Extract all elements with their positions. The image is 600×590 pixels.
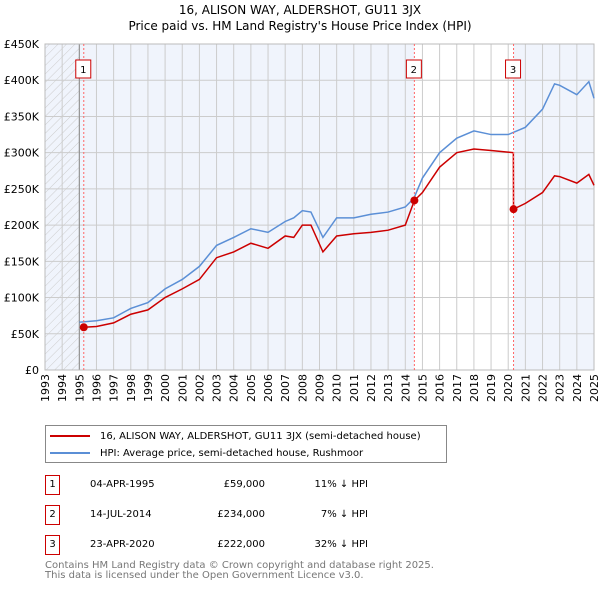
sale-label-box	[75, 59, 92, 79]
x-tick-label: 2022	[537, 374, 550, 402]
legend-item-property: 16, ALISON WAY, ALDERSHOT, GU11 3JX (sem…	[50, 428, 421, 444]
x-tick-label: 2010	[331, 374, 344, 402]
x-tick-label: 2017	[451, 374, 464, 402]
price-chart: 16, ALISON WAY, ALDERSHOT, GU11 3JX Pric…	[4, 3, 600, 402]
y-tick-label: £300K	[4, 147, 40, 160]
legend: 16, ALISON WAY, ALDERSHOT, GU11 3JX (sem…	[45, 425, 447, 463]
sale-date: 04-APR-1995	[90, 479, 155, 490]
x-tick-label: 2020	[502, 374, 515, 402]
x-tick-label: 2018	[468, 374, 481, 402]
x-tick-label: 2011	[348, 374, 361, 402]
x-tick-label: 2021	[519, 374, 532, 402]
x-tick-label: 2006	[262, 374, 275, 402]
sale-number: 2	[45, 505, 60, 525]
footer: Contains HM Land Registry data © Crown c…	[45, 561, 434, 581]
footer-line: This data is licensed under the Open Gov…	[45, 570, 364, 581]
x-tick-label: 2024	[571, 374, 584, 402]
sale-number: 1	[45, 475, 60, 495]
x-tick-label: 1998	[125, 374, 138, 402]
x-tick-label: 1999	[142, 374, 155, 402]
sale-price: £222,000	[217, 539, 265, 550]
y-tick-label: £400K	[4, 74, 40, 87]
x-tick-label: 2015	[416, 374, 429, 402]
sale-price: £234,000	[217, 509, 265, 520]
sale-label: 1	[80, 65, 86, 76]
x-tick-label: 1997	[108, 374, 121, 402]
x-tick-label: 2008	[296, 374, 309, 402]
y-tick-label: £350K	[4, 110, 40, 123]
x-tick-label: 1993	[39, 374, 52, 402]
sale-row: 1 04-APR-1995 £59,000 11% ↓ HPI	[45, 475, 445, 495]
y-tick-label: £150K	[4, 255, 40, 268]
legend-label: HPI: Average price, semi-detached house,…	[100, 447, 364, 459]
sale-hpi-diff: 11% ↓ HPI	[314, 479, 368, 490]
x-tick-label: 2025	[588, 374, 600, 402]
sale-label-box	[405, 59, 422, 79]
period-band	[414, 44, 514, 370]
sale-row: 2 14-JUL-2014 £234,000 7% ↓ HPI	[45, 505, 445, 525]
plot-border	[44, 43, 595, 371]
x-tick-label: 2013	[382, 374, 395, 402]
x-tick-label: 2012	[365, 374, 378, 402]
sale-hpi-diff: 7% ↓ HPI	[320, 509, 368, 520]
x-tick-label: 2001	[176, 374, 189, 402]
y-tick-label: £450K	[4, 38, 40, 51]
sale-label: 2	[411, 65, 417, 76]
sale-date: 23-APR-2020	[90, 539, 155, 550]
chart-subtitle: Price paid vs. HM Land Registry's House …	[128, 19, 471, 33]
x-tick-label: 1994	[56, 374, 69, 402]
x-tick-label: 2002	[193, 374, 206, 402]
y-tick-label: £250K	[4, 183, 40, 196]
x-tick-label: 2004	[228, 374, 241, 402]
legend-item-hpi: HPI: Average price, semi-detached house,…	[50, 445, 363, 461]
y-tick-label: £0	[25, 364, 39, 377]
x-tick-label: 2014	[399, 374, 412, 402]
x-tick-label: 2009	[314, 374, 327, 402]
sale-price: £59,000	[223, 479, 265, 490]
x-tick-label: 2007	[279, 374, 292, 402]
footer-line: Contains HM Land Registry data © Crown c…	[45, 560, 434, 571]
x-tick-label: 2019	[485, 374, 498, 402]
x-tick-label: 1996	[90, 374, 103, 402]
sale-point	[79, 323, 88, 332]
series-line-hpi	[79, 80, 595, 323]
sale-point	[410, 196, 419, 205]
x-tick-label: 2003	[211, 374, 224, 402]
x-tick-label: 1995	[73, 374, 86, 402]
sale-row: 3 23-APR-2020 £222,000 32% ↓ HPI	[45, 535, 445, 555]
sale-number: 3	[45, 535, 60, 555]
legend-swatch	[50, 452, 90, 454]
series-line-property	[83, 148, 595, 329]
sale-label-box	[505, 59, 522, 79]
sale-point	[509, 205, 518, 214]
y-tick-label: £50K	[11, 328, 40, 341]
x-tick-label: 2023	[554, 374, 567, 402]
sale-label: 3	[510, 65, 516, 76]
y-tick-label: £100K	[4, 292, 40, 305]
y-tick-label: £200K	[4, 219, 40, 232]
sale-date: 14-JUL-2014	[90, 509, 152, 520]
x-tick-label: 2005	[245, 374, 258, 402]
legend-swatch	[50, 435, 90, 437]
chart-title: 16, ALISON WAY, ALDERSHOT, GU11 3JX	[179, 3, 421, 17]
sale-hpi-diff: 32% ↓ HPI	[314, 539, 368, 550]
x-tick-label: 2016	[434, 374, 447, 402]
legend-label: 16, ALISON WAY, ALDERSHOT, GU11 3JX (sem…	[100, 430, 421, 442]
x-tick-label: 2000	[159, 374, 172, 402]
